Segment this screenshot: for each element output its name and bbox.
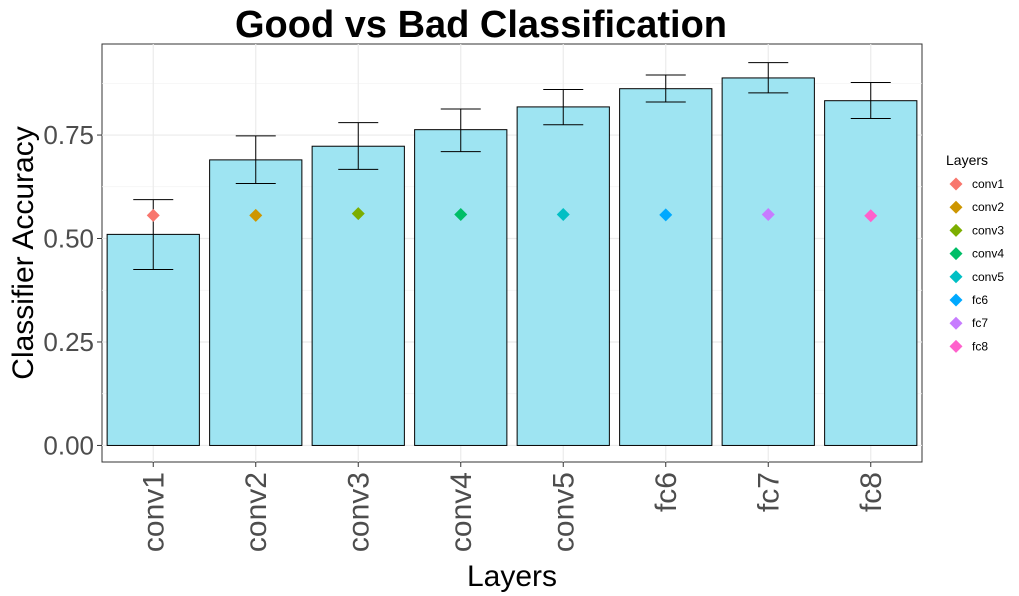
x-tick-label-conv5: conv5 xyxy=(547,472,580,552)
points xyxy=(146,207,878,223)
point-fc7 xyxy=(761,208,775,222)
error-bar-conv4 xyxy=(440,108,481,153)
y-tick-label: 0.25 xyxy=(43,327,94,357)
chart-title: Good vs Bad Classification xyxy=(235,4,727,46)
x-tick-label-fc8: fc8 xyxy=(855,472,888,512)
legend-label-conv2: conv2 xyxy=(972,200,1004,214)
x-tick-label-fc6: fc6 xyxy=(650,472,683,512)
legend-key-conv3 xyxy=(949,223,963,237)
error-bar-fc6 xyxy=(645,74,686,103)
point-conv3 xyxy=(351,207,365,221)
legend: Layers conv1 conv2 conv3 conv4 conv5 fc6 fc7 fc… xyxy=(946,152,1004,353)
legend-entry-conv1: conv1 xyxy=(949,177,1004,191)
bar-fc6 xyxy=(619,88,713,446)
error-bar-fc7 xyxy=(748,62,789,94)
legend-title: Layers xyxy=(946,152,988,168)
point-fc8 xyxy=(864,209,878,223)
legend-key-fc7 xyxy=(949,316,963,330)
x-tick-label-fc7: fc7 xyxy=(752,472,785,512)
legend-entry-fc7: fc7 xyxy=(949,316,988,330)
bar-conv4 xyxy=(414,129,508,446)
legend-label-fc6: fc6 xyxy=(972,293,988,307)
x-tick-label-conv3: conv3 xyxy=(342,472,375,552)
x-tick-label-conv1: conv1 xyxy=(137,472,170,552)
legend-label-conv3: conv3 xyxy=(972,223,1004,237)
legend-entry-conv4: conv4 xyxy=(949,247,1004,261)
legend-key-fc8 xyxy=(949,339,963,353)
x-tick-label-conv2: conv2 xyxy=(240,472,273,552)
point-conv4 xyxy=(454,208,468,222)
bar-conv3 xyxy=(311,145,405,446)
bar-conv2 xyxy=(209,159,303,446)
bar-fc8 xyxy=(824,100,918,446)
legend-key-fc6 xyxy=(949,293,963,307)
point-fc6 xyxy=(659,208,673,222)
point-conv5 xyxy=(556,208,570,222)
legend-key-conv4 xyxy=(949,247,963,261)
error-bar-conv5 xyxy=(543,89,584,126)
legend-key-conv1 xyxy=(949,177,963,191)
point-conv1 xyxy=(146,208,160,222)
point-conv2 xyxy=(249,208,263,222)
legend-entry-fc8: fc8 xyxy=(949,339,988,353)
bar-conv5 xyxy=(516,106,610,446)
y-tick-label: 0.50 xyxy=(43,224,94,254)
x-axis-label: Layers xyxy=(467,560,557,593)
legend-key-conv5 xyxy=(949,270,963,284)
legend-entry-conv2: conv2 xyxy=(949,200,1004,214)
y-tick-label: 0.75 xyxy=(43,120,94,150)
error-bar-conv3 xyxy=(338,122,379,170)
bar-fc7 xyxy=(721,77,815,446)
legend-entry-conv3: conv3 xyxy=(949,223,1004,237)
legend-entry-fc6: fc6 xyxy=(949,293,988,307)
legend-label-fc8: fc8 xyxy=(972,339,988,353)
y-axis: 0.00 0.25 0.50 0.75 xyxy=(43,120,102,460)
y-axis-label: Classifier Accuracy xyxy=(7,126,40,379)
error-bar-conv2 xyxy=(235,135,276,184)
x-axis: conv1 conv2 conv3 conv4 conv5 fc6 fc7 fc8 xyxy=(137,462,888,552)
legend-label-fc7: fc7 xyxy=(972,316,988,330)
legend-label-conv5: conv5 xyxy=(972,270,1004,284)
bars xyxy=(106,77,918,446)
legend-label-conv4: conv4 xyxy=(972,247,1004,261)
x-tick-label-conv4: conv4 xyxy=(445,472,478,552)
legend-label-conv1: conv1 xyxy=(972,177,1004,191)
legend-key-conv2 xyxy=(949,200,963,214)
error-bars xyxy=(133,62,891,271)
error-bar-fc8 xyxy=(850,81,891,119)
y-tick-label: 0.00 xyxy=(43,430,94,460)
legend-entry-conv5: conv5 xyxy=(949,270,1004,284)
